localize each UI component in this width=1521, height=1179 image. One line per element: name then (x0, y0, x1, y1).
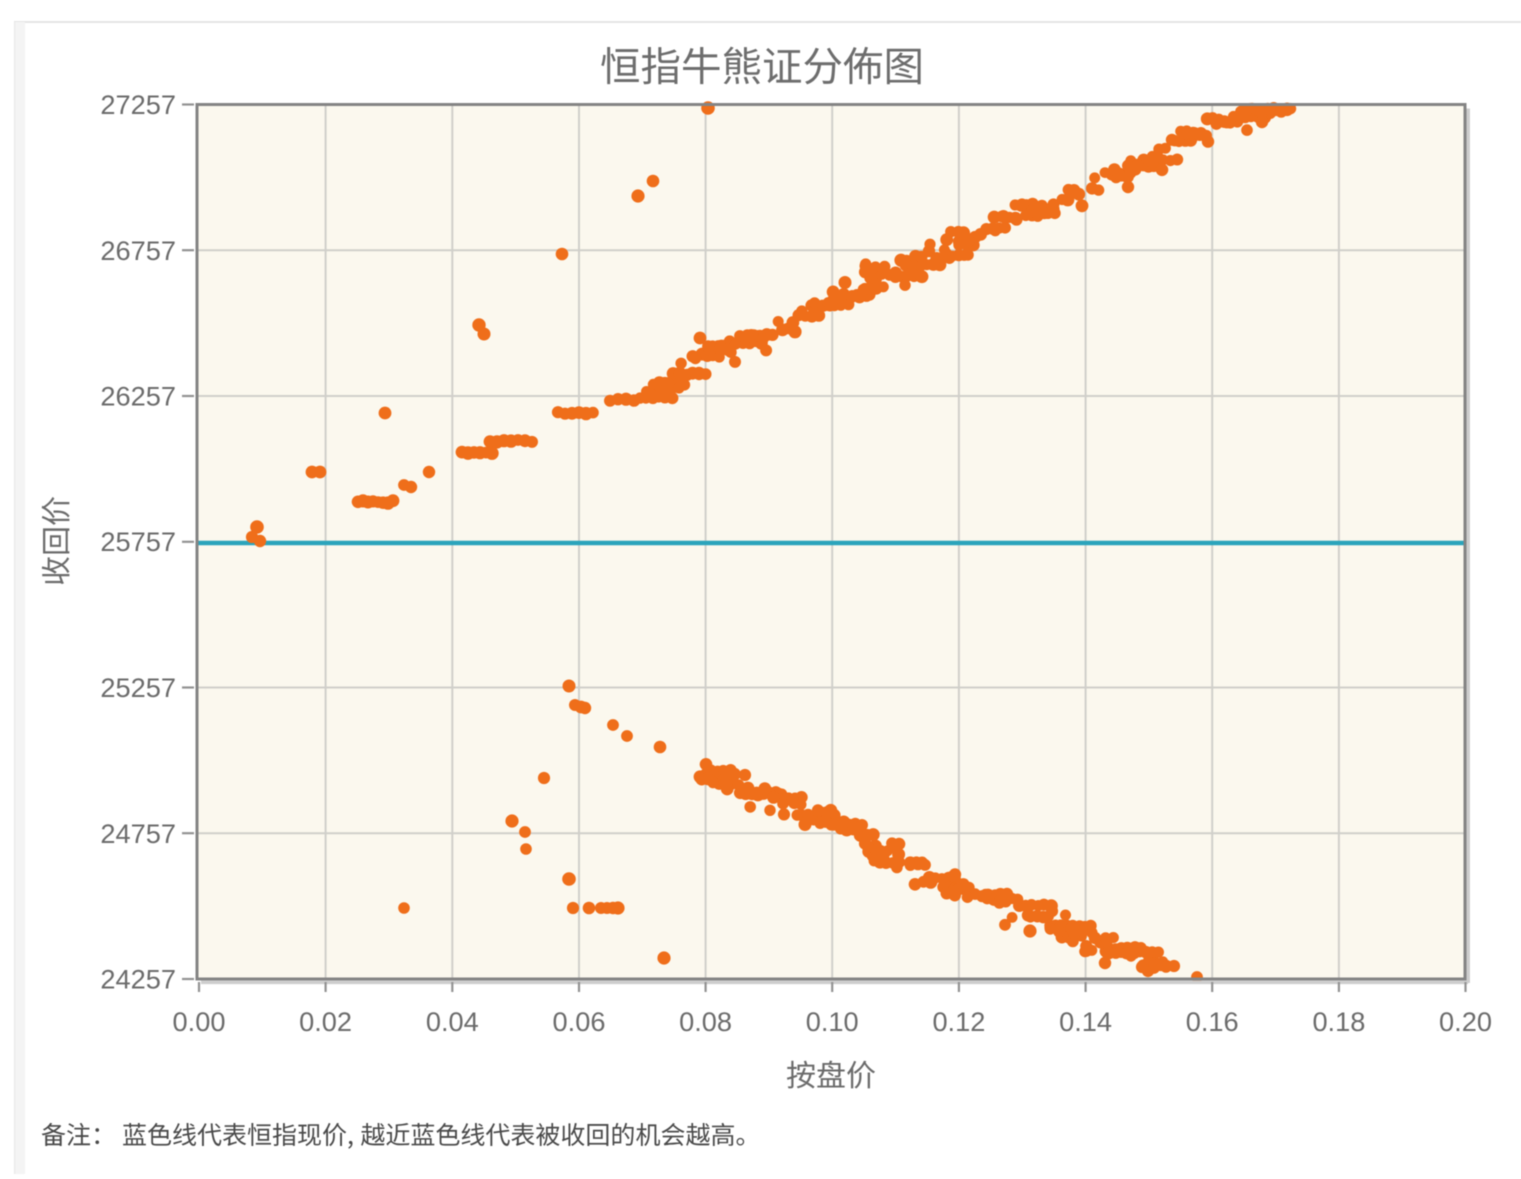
svg-text:0.10: 0.10 (806, 1006, 859, 1037)
svg-text:0.00: 0.00 (173, 1006, 226, 1037)
svg-text:0.12: 0.12 (932, 1006, 985, 1037)
svg-text:0.16: 0.16 (1186, 1006, 1239, 1037)
svg-text:24757: 24757 (100, 818, 176, 849)
svg-text:26757: 26757 (100, 235, 176, 266)
svg-text:0.06: 0.06 (553, 1006, 606, 1037)
svg-text:25757: 25757 (100, 526, 176, 557)
svg-text:0.08: 0.08 (679, 1006, 732, 1037)
svg-text:0.18: 0.18 (1312, 1006, 1365, 1037)
svg-text:0.04: 0.04 (426, 1006, 479, 1037)
svg-text:27257: 27257 (100, 89, 176, 120)
svg-text:0.20: 0.20 (1439, 1006, 1492, 1037)
svg-text:24257: 24257 (100, 964, 176, 995)
svg-text:0.14: 0.14 (1059, 1006, 1112, 1037)
svg-text:0.02: 0.02 (299, 1006, 352, 1037)
svg-text:25257: 25257 (100, 672, 176, 703)
svg-text:26257: 26257 (100, 381, 176, 412)
